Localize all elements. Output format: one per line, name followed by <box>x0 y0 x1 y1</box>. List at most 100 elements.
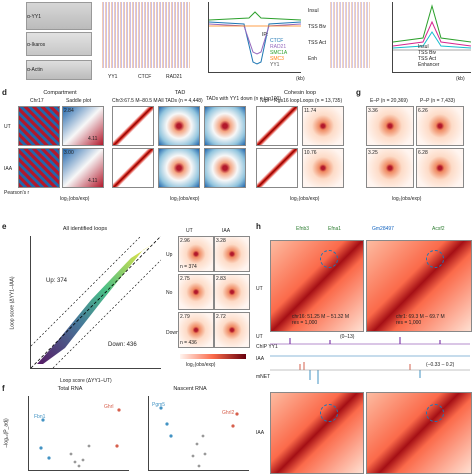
apa-col-ut: UT <box>186 228 193 234</box>
tad-region-ut <box>112 106 154 146</box>
compartment-ut <box>18 106 60 146</box>
f-volcano-total-svg <box>39 408 121 468</box>
compartment-iaa <box>18 148 60 188</box>
e-scatter-svg <box>30 235 162 369</box>
right-legend-insul: Insul <box>418 44 429 50</box>
g-val-4: 6.28 <box>418 150 428 156</box>
heatmap-col-rad21: RAD21 <box>166 74 183 80</box>
cbar-label-1: log₂(obs/exp) <box>60 196 90 202</box>
chip-line-svg <box>208 11 302 65</box>
row-tss-biv: TSS Biv <box>308 24 327 30</box>
apa-n1: n = 374 <box>180 264 197 270</box>
pearson-label: Pearson's r <box>4 190 30 196</box>
f-volcano-total <box>28 396 129 471</box>
apa-col-iaa: IAA <box>222 228 231 234</box>
h-track-iaa: IAA <box>256 356 265 362</box>
panel-label-g: g <box>356 88 361 97</box>
apa-v3: 2.75 <box>180 276 190 282</box>
row-enh: Enh <box>308 56 317 62</box>
h-circle-right-iaa <box>426 404 444 422</box>
blot-label-yy1: α-YY1 <box>27 14 42 20</box>
apa-v1: 2.96 <box>180 238 190 244</box>
h-gene-4: Acsf2 <box>432 226 445 232</box>
row-insul: Insul <box>308 8 319 14</box>
h-track-svg <box>270 337 470 384</box>
apa-row-no: No <box>166 290 173 296</box>
legend-smc1a: SMC1A <box>270 50 288 56</box>
apa-down-iaa <box>214 312 250 348</box>
f-title-nascent: Nascent RNA <box>173 386 207 392</box>
f-gene-r1: Pgm5 <box>152 402 166 408</box>
e-ylabel: Loop score (ΔYY1–IAA) <box>9 276 16 330</box>
h-track-mnet: mNET <box>256 374 271 380</box>
h-range-2: (–0.33 – 0.2) <box>426 362 455 368</box>
g-pp-iaa <box>416 148 464 188</box>
line-xunit: (kb) <box>296 76 305 82</box>
h-gene-1: Efnb3 <box>296 226 310 232</box>
g-ep-iaa <box>366 148 414 188</box>
f-ylabel: –log₁₀(P_adj) <box>3 418 10 448</box>
h-circle-left-iaa <box>320 404 338 422</box>
f-gene-r5: Ghrl2 <box>222 410 235 416</box>
e-up: Up: 374 <box>46 278 68 284</box>
apa-n2: n = 436 <box>180 340 197 346</box>
e-scatter <box>30 235 162 369</box>
e-xlabel: Loop score (ΔYY1–UT) <box>60 378 112 384</box>
h-coords-right: chr1: 69.3 M – 69.7 M <box>396 314 445 320</box>
sub-all-tads: All TADs (n = 4,448) <box>158 98 203 104</box>
chip-line-plot <box>208 2 302 73</box>
saddle-ut-val-b: 4.11 <box>88 136 98 142</box>
western-blot: α-YY1 α-Ikaros α-Actin <box>2 2 92 82</box>
yy1-line-plot <box>392 2 472 73</box>
g-val-2: 6.26 <box>418 108 428 114</box>
panel-label-h: h <box>256 222 261 231</box>
cbar-label-3: log₂(obs/exp) <box>290 196 320 202</box>
apa-row-up: Up <box>166 252 173 258</box>
h-circle-left <box>320 250 338 268</box>
heatmap-col-ctcf: CTCF <box>138 74 152 80</box>
top-strip: α-YY1 α-Ikaros α-Actin YY1 CTCF RAD21 IP… <box>0 0 474 86</box>
g-col-pp: P–P (n = 7,433) <box>420 98 456 104</box>
right-legend-biv: TSS Biv <box>418 50 437 56</box>
h-track-bars <box>270 334 470 390</box>
f-gene-1: Fbn1 <box>34 414 46 420</box>
apa-down-ut <box>178 312 214 348</box>
apa-v4: 2.83 <box>216 276 226 282</box>
yy1-row-heatmap <box>330 2 370 68</box>
right-legend-enh: Enhancer <box>418 62 440 68</box>
h-res-ut: res = 1,000 <box>292 320 318 326</box>
g-val-3: 3.25 <box>368 150 378 156</box>
h-range-1: (0–13) <box>340 334 355 340</box>
header-compartment: Compartment <box>43 90 77 96</box>
chip-heatmaps <box>102 2 190 68</box>
right-legend-act: TSS Act <box>418 56 437 62</box>
h-res-right: res = 1,000 <box>396 320 422 326</box>
row-tss-act: TSS Act <box>308 40 327 46</box>
sub-saddle: Saddle plot <box>66 98 92 104</box>
saddle-iaa-val-a: 3.00 <box>64 150 74 156</box>
header-cohesin: Cohesin loop <box>283 90 317 96</box>
g-cbar: log₂(obs/exp) <box>392 196 422 202</box>
blot-label-ikaros: α-Ikaros <box>27 42 46 48</box>
legend-rad21: RAD21 <box>270 44 287 50</box>
g-val-1: 3.36 <box>368 108 378 114</box>
sub-chr3: Chr3:67.5 M–80.5 M <box>112 98 158 104</box>
legend-smc3: SMC3 <box>270 56 284 62</box>
e-down: Down: 436 <box>108 342 137 348</box>
f-gene-5: Ghrl <box>104 404 114 410</box>
h-row-ut: UT <box>256 286 263 292</box>
tad-region-iaa <box>112 148 154 188</box>
f-volcano-nascent-svg <box>159 406 239 468</box>
g-ep-ut <box>366 106 414 146</box>
sub-loops: Loops (n = 13,735) <box>300 98 343 104</box>
cbar-label-2: log₂(obs/exp) <box>170 196 200 202</box>
h-gene-2: Efna1 <box>328 226 342 232</box>
saddle-ut <box>62 106 104 146</box>
tad-agg-ut <box>158 106 200 146</box>
legend-yy1: YY1 <box>270 62 280 68</box>
blot-label-actin: α-Actin <box>27 67 43 73</box>
h-row-iaa: IAA <box>256 430 265 436</box>
loop-region-ut <box>256 106 298 146</box>
f-volcano-nascent <box>148 396 249 471</box>
heatmap-col-yy1: YY1 <box>108 74 118 80</box>
